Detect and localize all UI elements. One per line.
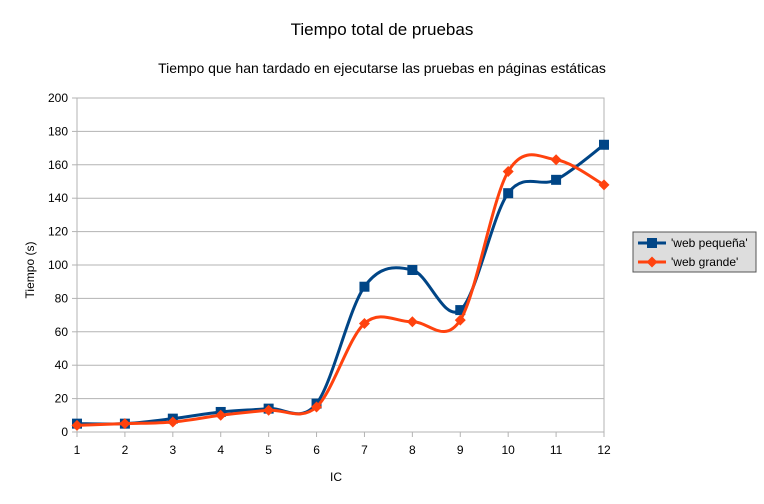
data-point (502, 165, 514, 177)
data-point (550, 154, 562, 166)
series-line (76, 143, 605, 426)
y-tick-label: 80 (55, 291, 69, 305)
y-tick-label: 140 (48, 191, 68, 205)
x-tick-label: 7 (361, 443, 368, 457)
data-point (503, 188, 514, 199)
x-tick-label: 11 (550, 443, 563, 457)
y-tick-label: 0 (61, 425, 68, 439)
x-tick-label: 12 (597, 443, 611, 457)
legend: 'web pequeña' 'web grande' (632, 231, 757, 273)
y-tick-label: 200 (48, 91, 68, 105)
chart-subtitle: Tiempo que han tardado en ejecutarse las… (158, 60, 606, 76)
y-tick-label: 120 (48, 225, 68, 239)
x-tick-label: 3 (169, 443, 176, 457)
data-point (167, 416, 179, 428)
legend-marker (646, 256, 658, 268)
x-tick-label: 1 (74, 443, 81, 457)
data-point (358, 317, 370, 329)
grid (77, 97, 604, 433)
y-tick-label: 160 (48, 158, 68, 172)
x-tick-label: 6 (313, 443, 320, 457)
data-point (407, 265, 418, 276)
legend-label: 'web grande' (671, 255, 738, 269)
x-tick-label: 5 (265, 443, 272, 457)
y-axis-label: Tiempo (s) (23, 242, 37, 299)
x-axis-label: IC (330, 470, 342, 484)
y-tick-label: 20 (55, 392, 69, 406)
y-tick-label: 180 (48, 124, 68, 138)
data-point (71, 419, 83, 431)
data-point (598, 179, 610, 191)
data-point (551, 174, 562, 185)
legend-label: 'web pequeña' (671, 236, 748, 250)
x-tick-label: 2 (122, 443, 129, 457)
y-tick-label: 100 (48, 258, 68, 272)
series-web-pequena (72, 139, 609, 429)
data-point (215, 409, 227, 421)
series-line (76, 153, 605, 427)
data-point (311, 401, 323, 413)
y-tick-label: 60 (55, 325, 69, 339)
series-layer (71, 139, 610, 431)
data-point (454, 314, 466, 326)
data-point (599, 139, 609, 150)
data-point (359, 281, 370, 292)
series-web-grande (71, 153, 610, 431)
y-axis: 0 20 40 60 80 100 120 140 160 180 200 (48, 91, 77, 439)
legend-marker (647, 238, 657, 248)
x-axis: 1 2 3 4 5 6 7 8 9 10 11 12 (74, 432, 611, 457)
data-point (406, 316, 418, 328)
x-tick-label: 8 (409, 443, 416, 457)
data-point (263, 404, 275, 416)
chart-title: Tiempo total de pruebas (291, 20, 474, 39)
data-point (119, 418, 131, 430)
y-tick-label: 40 (55, 358, 69, 372)
x-tick-label: 4 (217, 443, 224, 457)
x-tick-label: 9 (457, 443, 464, 457)
data-point (455, 305, 466, 316)
x-tick-label: 10 (502, 443, 516, 457)
